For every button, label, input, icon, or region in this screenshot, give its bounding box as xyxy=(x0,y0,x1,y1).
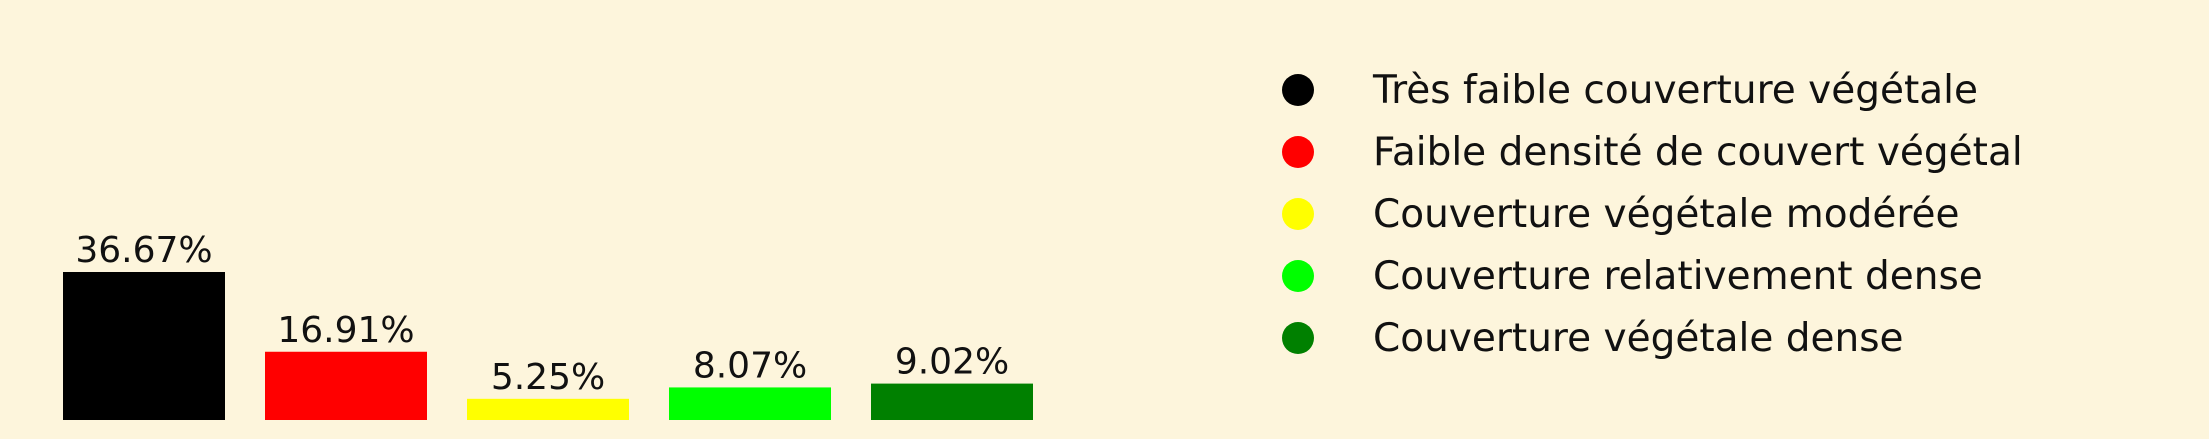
legend-label-5: Couverture végétale dense xyxy=(1373,316,1904,361)
legend-item-3: Couverture végétale modérée xyxy=(1282,192,1960,237)
legend-label-2: Faible densité de couvert végétal xyxy=(1373,130,2023,175)
legend-item-5: Couverture végétale dense xyxy=(1282,316,1904,361)
bar-2 xyxy=(265,351,427,420)
bars-group xyxy=(63,272,1033,420)
bar-3 xyxy=(467,398,629,420)
legend-marker-5 xyxy=(1282,322,1314,354)
legend-label-3: Couverture végétale modérée xyxy=(1373,192,1960,237)
legend-marker-3 xyxy=(1282,198,1314,230)
legend-label-1: Très faible couverture végétale xyxy=(1372,68,1978,113)
bar-value-label-1: 36.67% xyxy=(75,230,212,271)
bar-1 xyxy=(63,272,225,420)
legend-label-4: Couverture relativement dense xyxy=(1373,254,1983,299)
bar-value-label-3: 5.25% xyxy=(491,357,605,398)
legend-marker-1 xyxy=(1282,74,1314,106)
legend-item-1: Très faible couverture végétale xyxy=(1282,68,1978,113)
bar-4 xyxy=(669,387,831,420)
legend: Très faible couverture végétale Faible de… xyxy=(1282,68,2023,361)
legend-item-2: Faible densité de couvert végétal xyxy=(1282,130,2023,175)
bar-value-label-5: 9.02% xyxy=(895,342,1009,383)
legend-marker-2 xyxy=(1282,136,1314,168)
bar-value-label-2: 16.91% xyxy=(277,310,414,351)
value-labels-group: 36.67% 16.91% 5.25% 8.07% 9.02% xyxy=(75,230,1009,398)
bar-value-label-4: 8.07% xyxy=(693,345,807,386)
legend-item-4: Couverture relativement dense xyxy=(1282,254,1983,299)
bar-5 xyxy=(871,383,1033,420)
legend-marker-4 xyxy=(1282,260,1314,292)
